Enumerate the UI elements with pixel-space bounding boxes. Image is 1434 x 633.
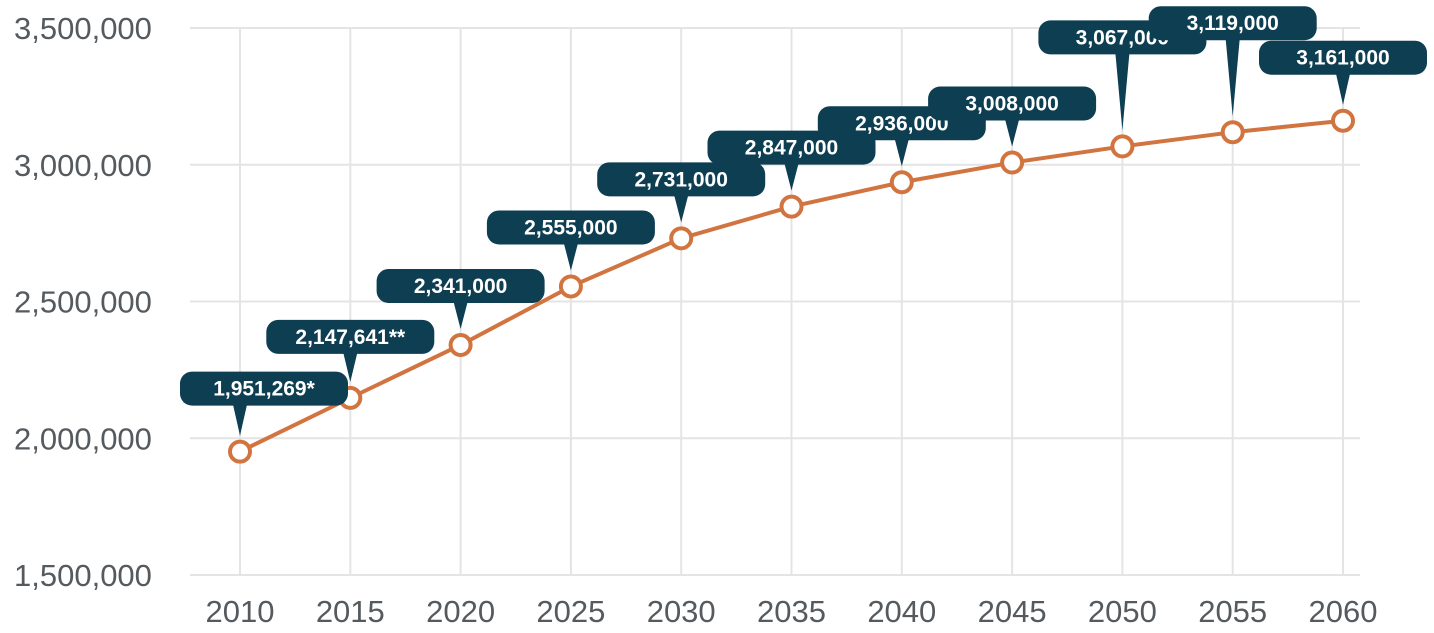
data-point-marker [1110,134,1135,159]
data-label-callout: 3,119,000 [1148,6,1317,117]
data-label-bubble [597,162,766,197]
x-tick-label: 2015 [316,594,385,629]
data-label-text: 2,555,000 [524,216,617,239]
data-label-bubble [1148,6,1317,41]
data-point-marker [1220,120,1245,145]
data-point-marker [228,439,252,464]
data-label-bubble [928,86,1097,121]
x-tick-label: 2040 [867,594,936,629]
data-label-pointer [1336,73,1350,105]
data-label-bubble [486,210,655,245]
data-label-pointer [674,195,689,223]
data-label-text: 2,731,000 [634,168,727,191]
data-label-pointer [233,404,247,436]
data-label-pointer [1225,39,1240,117]
x-tick-label: 2050 [1088,594,1157,629]
data-label-pointer [343,352,358,382]
data-point-marker [779,194,804,219]
data-label-pointer [1115,53,1130,131]
y-tick-label: 3,000,000 [14,148,152,183]
y-tick-label: 2,000,000 [14,421,152,456]
data-label-text: 3,008,000 [965,93,1058,116]
markers [228,108,1355,464]
data-label-bubble [376,268,545,303]
x-tick-label: 2055 [1198,594,1267,629]
data-point-marker [448,332,473,357]
data-point-marker [1331,108,1355,133]
data-label-pointer [453,301,468,329]
data-point-marker [889,170,914,195]
data-label-callout: 3,008,000 [928,86,1097,147]
data-label-pointer [1005,119,1020,147]
x-axis-ticks: 2010 2015 2020 2025 2030 2035 2040 2045 2050 2055… [206,594,1378,629]
x-tick-label: 2030 [647,594,716,629]
data-point-marker [558,274,583,299]
x-tick-label: 2020 [426,594,495,629]
data-label-callout: 2,555,000 [486,210,655,271]
data-label-text: 3,119,000 [1187,12,1279,35]
data-label-bubble [180,371,348,406]
x-tick-label: 2010 [206,594,275,629]
data-point-marker [669,226,694,251]
data-label-text: 2,147,641** [295,326,406,349]
data-label-text: 2,341,000 [414,275,507,298]
data-label-text: 2,936,000 [855,112,948,135]
data-label-text: 3,067,000 [1076,26,1169,49]
data-labels: 1,951,269* 2,147,641** 2,341,000 2,555,000 2… [180,6,1427,436]
grid [190,27,1360,576]
x-tick-label: 2035 [757,594,826,629]
y-tick-label: 3,500,000 [14,11,152,46]
x-tick-label: 2060 [1309,594,1378,629]
x-tick-label: 2025 [536,594,605,629]
data-label-pointer [894,139,909,167]
data-label-callout: 2,147,641** [266,319,435,382]
y-tick-label: 2,500,000 [14,285,152,320]
data-label-text: 2,847,000 [745,137,838,160]
x-tick-label: 2045 [978,594,1047,629]
y-tick-label: 1,500,000 [14,558,152,593]
data-label-callout: 1,951,269* [180,371,348,436]
y-axis-ticks: 1,500,000 2,000,000 2,500,000 3,000,000 3,50… [14,11,152,593]
data-point-marker [1000,150,1025,175]
data-label-pointer [784,163,799,191]
data-label-bubble [1259,40,1427,75]
data-label-callout: 3,161,000 [1259,40,1427,105]
data-label-pointer [563,243,578,271]
data-label-callout: 2,341,000 [376,268,545,329]
data-label-callout: 2,731,000 [597,162,766,223]
data-label-bubble [266,319,435,354]
data-label-text: 1,951,269* [213,378,315,401]
data-label-text: 3,161,000 [1296,47,1389,70]
